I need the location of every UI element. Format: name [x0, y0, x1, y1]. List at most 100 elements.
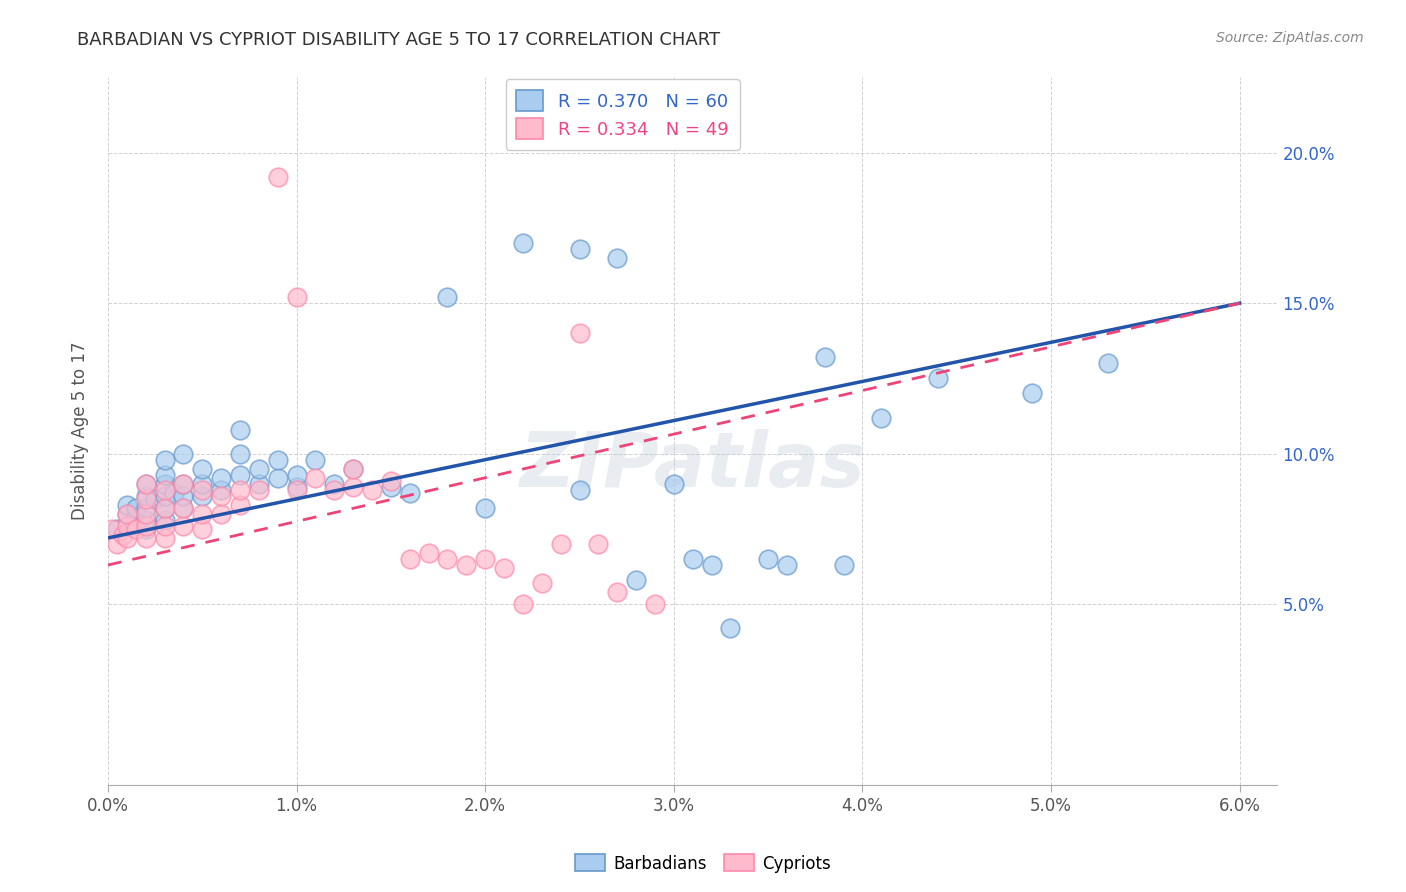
Point [588, 537, 610, 551]
Point [267, 452, 290, 467]
Point [927, 371, 949, 385]
Text: Source: ZipAtlas.com: Source: ZipAtlas.com [1216, 31, 1364, 45]
Point [304, 471, 326, 485]
Point [153, 513, 176, 527]
Point [172, 500, 194, 515]
Point [135, 476, 157, 491]
Point [267, 471, 290, 485]
Point [1021, 386, 1043, 401]
Point [832, 558, 855, 572]
Point [229, 467, 252, 482]
Point [191, 461, 214, 475]
Point [135, 519, 157, 533]
Point [418, 546, 440, 560]
Point [191, 507, 214, 521]
Point [115, 519, 138, 533]
Point [512, 235, 534, 250]
Point [700, 558, 723, 572]
Point [135, 500, 157, 515]
Point [107, 537, 129, 551]
Point [191, 489, 214, 503]
Point [285, 467, 308, 482]
Point [125, 509, 148, 524]
Point [209, 471, 232, 485]
Point [115, 531, 138, 545]
Point [153, 500, 176, 515]
Point [135, 476, 157, 491]
Point [814, 351, 837, 365]
Point [172, 476, 194, 491]
Point [380, 480, 402, 494]
Point [606, 251, 628, 265]
Point [125, 522, 148, 536]
Point [209, 489, 232, 503]
Point [143, 491, 166, 506]
Text: BARBADIAN VS CYPRIOT DISABILITY AGE 5 TO 17 CORRELATION CHART: BARBADIAN VS CYPRIOT DISABILITY AGE 5 TO… [77, 31, 720, 49]
Point [342, 461, 364, 475]
Point [568, 326, 591, 341]
Point [153, 489, 176, 503]
Point [285, 290, 308, 304]
Point [1097, 356, 1119, 370]
Point [135, 513, 157, 527]
Point [247, 476, 270, 491]
Point [153, 500, 176, 515]
Point [361, 483, 384, 497]
Point [644, 597, 666, 611]
Point [512, 597, 534, 611]
Point [756, 552, 779, 566]
Point [135, 522, 157, 536]
Point [267, 169, 290, 184]
Point [115, 498, 138, 512]
Point [342, 480, 364, 494]
Point [172, 519, 194, 533]
Point [494, 561, 516, 575]
Point [323, 483, 346, 497]
Point [125, 500, 148, 515]
Point [115, 507, 138, 521]
Point [456, 558, 478, 572]
Point [153, 483, 176, 497]
Point [436, 290, 458, 304]
Point [380, 474, 402, 488]
Point [229, 447, 252, 461]
Point [682, 552, 704, 566]
Point [436, 552, 458, 566]
Point [172, 447, 194, 461]
Point [229, 498, 252, 512]
Point [191, 476, 214, 491]
Point [153, 467, 176, 482]
Point [474, 500, 496, 515]
Point [163, 485, 186, 500]
Point [530, 576, 553, 591]
Point [285, 480, 308, 494]
Point [135, 491, 157, 506]
Point [115, 507, 138, 521]
Point [209, 507, 232, 521]
Point [720, 621, 742, 635]
Point [550, 537, 572, 551]
Point [662, 476, 685, 491]
Point [606, 585, 628, 599]
Point [191, 522, 214, 536]
Text: ZIPatlas: ZIPatlas [520, 429, 866, 503]
Point [398, 552, 420, 566]
Point [568, 483, 591, 497]
Point [398, 485, 420, 500]
Point [304, 452, 326, 467]
Point [107, 522, 129, 536]
Point [153, 519, 176, 533]
Point [191, 483, 214, 497]
Point [135, 531, 157, 545]
Point [323, 476, 346, 491]
Point [870, 410, 893, 425]
Point [247, 461, 270, 475]
Point [776, 558, 799, 572]
Point [247, 483, 270, 497]
Point [209, 483, 232, 497]
Point [624, 573, 647, 587]
Legend: Barbadians, Cypriots: Barbadians, Cypriots [568, 847, 838, 880]
Point [229, 483, 252, 497]
Point [342, 461, 364, 475]
Point [135, 489, 157, 503]
